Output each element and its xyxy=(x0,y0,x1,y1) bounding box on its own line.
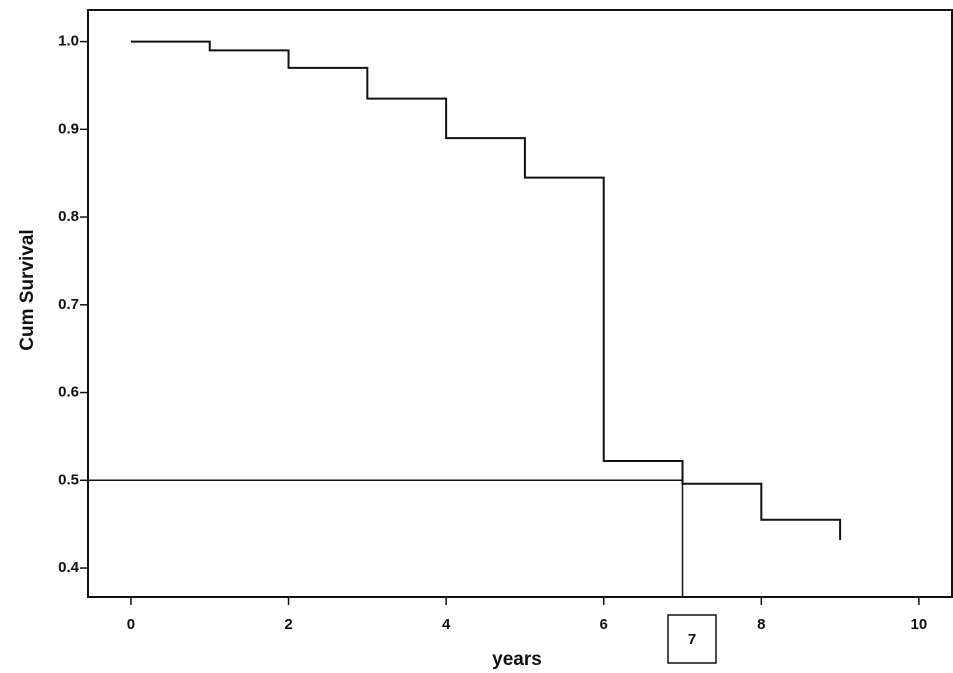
x-tick-label: 6 xyxy=(600,616,608,633)
y-tick-label: 0.6 xyxy=(58,384,79,401)
y-tick-label: 0.9 xyxy=(58,120,79,137)
x-tick-label: 2 xyxy=(284,616,292,633)
y-tick-label: 0.7 xyxy=(58,296,79,313)
x-axis-title: years xyxy=(492,649,542,670)
y-tick-label: 1.0 xyxy=(58,33,79,50)
y-tick-label: 0.5 xyxy=(58,471,79,488)
annotation: 7 xyxy=(688,631,696,648)
x-tick-label: 4 xyxy=(442,616,451,633)
survival-line xyxy=(131,42,840,540)
plot-frame xyxy=(88,10,952,597)
chart: years Cum Survival 0.4 0.5 0.6 0.7 0.8 0.9 1.0… xyxy=(0,0,953,673)
y-tick-label: 0.4 xyxy=(58,559,80,576)
x-tick-label: 10 xyxy=(911,616,928,633)
y-tick-label: 0.8 xyxy=(58,208,79,225)
x-tick-label: 0 xyxy=(127,616,135,633)
x-tick-label: 8 xyxy=(757,616,765,633)
y-axis-title: Cum Survival xyxy=(17,229,38,350)
